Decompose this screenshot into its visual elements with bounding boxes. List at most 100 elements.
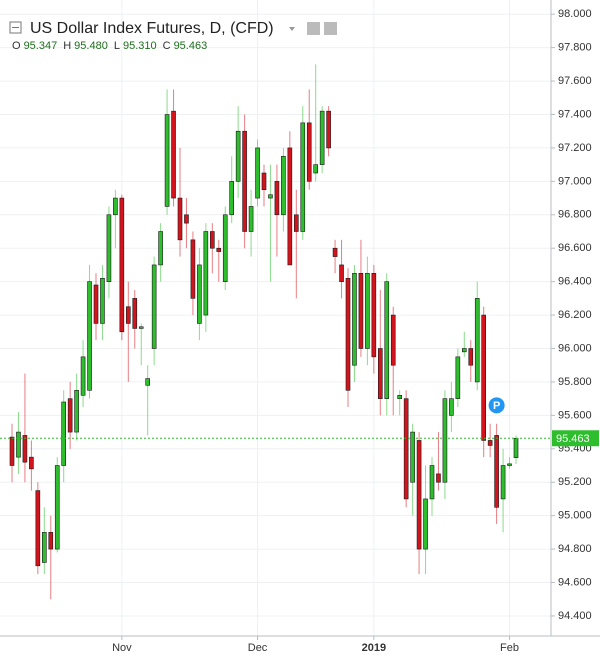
ohlc-key: C xyxy=(163,40,171,52)
candle-body xyxy=(255,147,260,199)
candle-body xyxy=(100,278,105,324)
candle-body xyxy=(300,122,306,232)
candle-body xyxy=(339,264,344,282)
candles: P xyxy=(0,64,551,600)
candle-body xyxy=(151,264,157,349)
ohlc-value: 95.463 xyxy=(174,40,208,52)
y-tick-label: 95.600 xyxy=(558,409,592,421)
candle-body xyxy=(9,436,15,466)
visibility-button[interactable] xyxy=(307,22,320,35)
candle-body xyxy=(74,389,79,433)
candle-body xyxy=(397,395,402,399)
ohlc-key: O xyxy=(12,40,21,52)
candle-body xyxy=(352,272,357,366)
candle-body xyxy=(229,181,234,216)
y-tick-label: 98.000 xyxy=(558,8,592,20)
y-tick-label: 95.200 xyxy=(558,476,592,488)
candle-body xyxy=(429,465,435,500)
candle-body xyxy=(287,147,293,266)
candle-body xyxy=(210,231,215,249)
candle-body xyxy=(261,172,267,191)
candle-body xyxy=(306,122,312,182)
candle-body xyxy=(313,164,318,174)
candle-body xyxy=(145,378,150,386)
y-tick-label: 96.600 xyxy=(558,242,592,254)
y-tick-label: 95.000 xyxy=(558,510,592,522)
candle-body xyxy=(442,398,448,483)
y-tick-label: 97.000 xyxy=(558,175,592,187)
candle-body xyxy=(184,214,189,224)
ohlc-header: O 95.347 H 95.480 L 95.310 C 95.463 xyxy=(12,40,207,52)
axis: 94.40094.60094.80095.00095.20095.40095.6… xyxy=(112,8,599,654)
candle-body xyxy=(513,437,519,458)
settings-button[interactable] xyxy=(324,22,337,35)
last-price-label: 95.463 xyxy=(556,433,590,445)
ohlc-key: L xyxy=(114,40,120,52)
candle-body xyxy=(326,110,331,149)
marker-label: P xyxy=(493,400,500,412)
candle-body xyxy=(319,110,325,165)
candle-body xyxy=(42,532,47,563)
candle-body xyxy=(158,231,163,266)
x-tick-label: 2019 xyxy=(362,642,386,654)
candle-body xyxy=(507,463,512,466)
candle-body xyxy=(462,348,467,353)
candle-body xyxy=(106,214,112,282)
candle-body xyxy=(345,278,351,391)
candle-body xyxy=(87,281,92,391)
candle-body xyxy=(222,214,228,282)
chart-title: US Dollar Index Futures, D, (CFD) xyxy=(30,20,274,37)
candle-body xyxy=(403,398,409,500)
ohlc-value: 95.480 xyxy=(74,40,108,52)
y-tick-label: 96.000 xyxy=(558,342,592,354)
candle-body xyxy=(500,465,506,500)
candle-body xyxy=(235,130,241,182)
y-tick-label: 96.200 xyxy=(558,309,592,321)
candle-body xyxy=(358,272,364,349)
candle-body xyxy=(268,194,273,199)
candle-body xyxy=(365,272,370,349)
candle-body xyxy=(248,206,254,232)
candle-body xyxy=(48,532,54,550)
candle-body xyxy=(119,197,125,333)
candle-body xyxy=(468,348,474,366)
candle-body xyxy=(29,456,34,470)
y-tick-label: 94.400 xyxy=(558,610,592,622)
candle-body xyxy=(93,284,99,324)
candle-body xyxy=(390,314,396,366)
x-tick-label: Dec xyxy=(248,642,268,654)
candle-body xyxy=(138,326,144,329)
candle-body xyxy=(216,247,222,252)
dropdown-arrow[interactable] xyxy=(289,27,295,31)
candle-body xyxy=(474,298,480,383)
y-tick-label: 96.400 xyxy=(558,276,592,288)
candle-body xyxy=(67,398,73,433)
candle-body xyxy=(274,181,280,216)
candle-body xyxy=(113,197,118,216)
candle-body xyxy=(132,298,138,329)
candle-body xyxy=(384,281,390,399)
candle-body xyxy=(190,239,196,299)
candle-body xyxy=(281,155,286,216)
candle-body xyxy=(332,247,338,257)
candle-body xyxy=(197,264,202,324)
candle-body xyxy=(416,440,422,550)
candle-body xyxy=(410,431,415,483)
marker xyxy=(488,397,505,414)
y-tick-label: 97.200 xyxy=(558,142,592,154)
candle-body xyxy=(61,401,66,466)
y-tick-label: 96.800 xyxy=(558,209,592,221)
candle-body xyxy=(423,498,428,550)
candle-body xyxy=(80,356,86,396)
candle-body xyxy=(54,465,60,550)
candle-body xyxy=(35,490,41,567)
candle-body xyxy=(436,473,441,483)
candle-body xyxy=(203,231,209,316)
candle-body xyxy=(164,114,170,207)
candle-body xyxy=(449,398,454,416)
x-tick-label: Nov xyxy=(112,642,132,654)
candle-body xyxy=(16,431,21,458)
candle-body xyxy=(481,314,486,441)
